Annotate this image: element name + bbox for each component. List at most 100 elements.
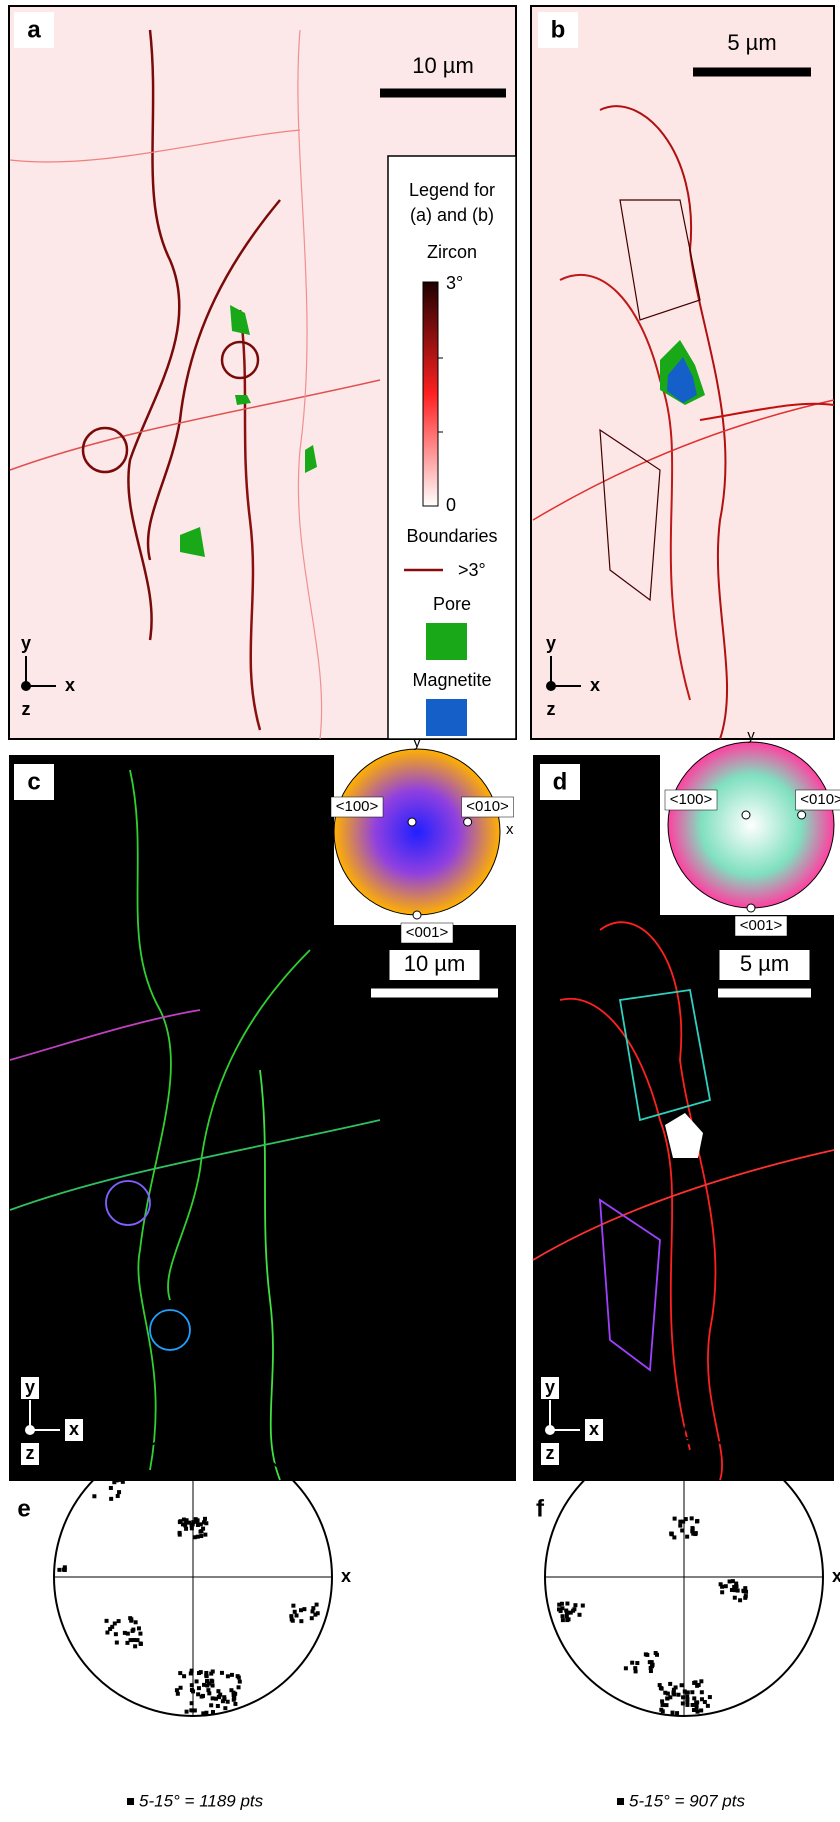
pole-point [660,1687,664,1691]
legend-boundaries: Boundaries [406,526,497,546]
legend-boundary-label: >3° [458,560,486,580]
ipf-axis: x [506,821,514,838]
colorbar [423,282,438,506]
pole-point [185,1710,189,1714]
pole-point [630,1661,634,1665]
pole-point [193,1535,197,1539]
pole-point [125,1641,129,1645]
panel-label: c [27,768,40,795]
pole-point [184,1521,188,1525]
pole-point [734,1582,738,1586]
pole-point [232,1698,236,1702]
ipf-axis: y [413,734,421,751]
pole-point [167,1441,171,1445]
pole-point [196,1442,200,1446]
ipf-key [334,749,500,915]
pole-point [733,1588,737,1592]
pole-point [193,1462,197,1466]
axis-label: y [21,633,31,653]
pole-point [211,1710,215,1714]
pole-point [700,1690,704,1694]
pole-point [190,1683,194,1687]
pole-point [102,1476,106,1480]
pole-point [233,1702,237,1706]
caption-symbol [127,1798,134,1805]
pole-point [190,1526,194,1530]
pole-point [222,1695,226,1699]
pole-point [221,1699,225,1703]
pole-point [132,1638,136,1642]
pole-point [209,1467,213,1471]
ipf-pole [408,818,416,826]
legend-zircon: Zircon [427,242,477,262]
pole-point [186,1447,190,1451]
pole-point [203,1456,207,1460]
pole-point [706,1704,710,1708]
pole-point [665,1696,669,1700]
pole-point [223,1706,227,1710]
pole-point [693,1532,697,1536]
pole-point [573,1603,577,1607]
pole-point [658,1683,662,1687]
pole-point [229,1688,233,1692]
pole-point [198,1453,202,1457]
pole-point [687,1451,691,1455]
pole-point [675,1711,679,1715]
axis-label: y [545,1377,555,1397]
pole-point [134,1620,138,1624]
pole-point [190,1701,194,1705]
ipf-label: <001> [406,924,449,941]
pole-point [685,1691,689,1695]
pole-point [669,1453,673,1457]
pole-point [133,1644,137,1648]
pole-point [633,1666,637,1670]
pole-point [199,1534,203,1538]
pole-point [238,1680,242,1684]
ipf-axis: y [747,727,755,744]
pole-point [686,1440,690,1444]
pole-point [665,1703,669,1707]
pole-point [117,1619,121,1623]
pole-point [116,1494,120,1498]
pole-point [581,1604,585,1608]
pole-point [178,1671,182,1675]
pole-point [230,1673,234,1677]
colorbar-label: 0 [446,495,456,515]
ipf-label: <001> [740,917,783,934]
axis-label: z [22,699,31,719]
pole-point [661,1709,665,1713]
pole-point [561,1618,565,1622]
pole-point [697,1683,701,1687]
pole-point [186,1452,190,1456]
pole-point [166,1447,170,1451]
pole-point [666,1465,670,1469]
pole-point [659,1466,663,1470]
ipf-label: <010> [800,791,840,808]
pole-point [192,1438,196,1442]
pole-point [211,1669,215,1673]
pole-point [176,1692,180,1696]
axis-origin [21,681,31,691]
pole-point [624,1666,628,1670]
pole-point [733,1596,737,1600]
axis-label: y [546,633,556,653]
pole-point [215,1452,219,1456]
scale-bar-label: 5 µm [740,951,789,976]
pole-point [198,1466,202,1470]
ipf-pole [747,904,755,912]
panel-label: d [553,768,568,795]
pole-point [199,1530,203,1534]
pole-point [692,1696,696,1700]
pole-point [667,1468,671,1472]
caption-symbol [617,1798,624,1805]
pole-point [139,1642,143,1646]
pole-point [671,1467,675,1471]
legend-magnetite: Magnetite [412,670,491,690]
pole-point [199,1462,203,1466]
pole-point [649,1669,653,1673]
pole-point [63,1568,67,1572]
pole-point [313,1613,317,1617]
colorbar-label: 3° [446,273,463,293]
pole-point [187,1439,191,1443]
pole-point [703,1440,707,1444]
